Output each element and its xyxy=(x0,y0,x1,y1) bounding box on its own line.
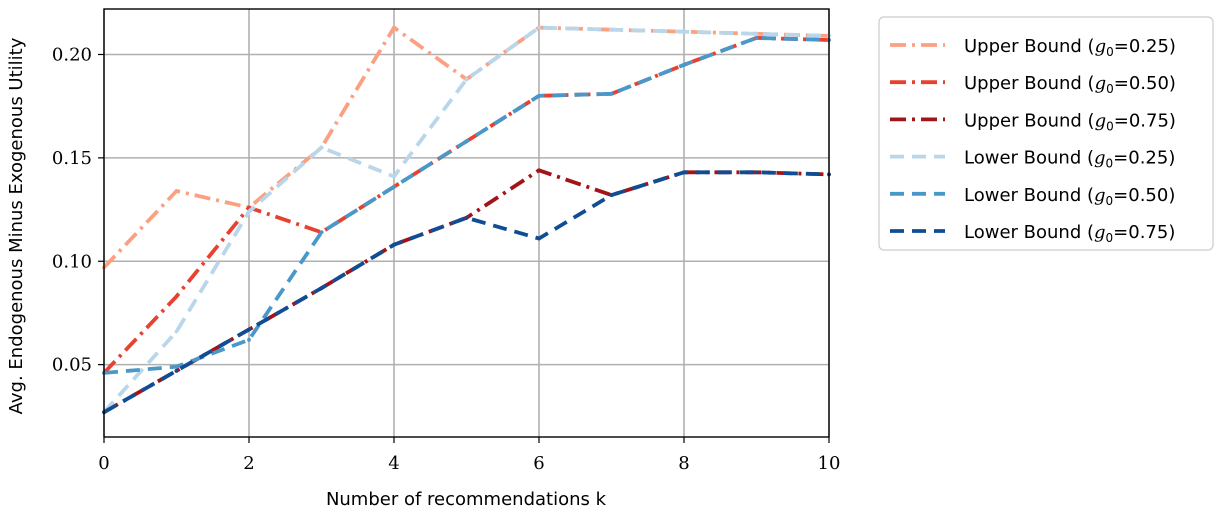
axis-ticks: 0 2 4 6 8 10 0.05 0.10 0.15 0.20 xyxy=(52,44,841,474)
legend-entry-1: Upper Bound (g0=0.25) xyxy=(964,36,1176,59)
data-point xyxy=(754,36,759,40)
data-point xyxy=(537,168,541,173)
data-point xyxy=(174,329,179,334)
data-point xyxy=(682,62,686,67)
data-point xyxy=(319,145,324,150)
y-axis-label: Avg. Endogenous Minus Exogenous Utility xyxy=(6,37,27,414)
data-point xyxy=(174,294,179,299)
series-line-3 xyxy=(103,168,830,414)
series-line-6 xyxy=(103,170,830,414)
series-lines xyxy=(102,25,831,415)
data-point xyxy=(609,193,614,197)
data-point xyxy=(464,139,469,144)
x-tick-label: 10 xyxy=(818,453,841,474)
y-tick-label: 0.15 xyxy=(52,148,92,169)
data-point xyxy=(247,337,251,342)
legend: Upper Bound (g0=0.25) Upper Bound (g0=0.5… xyxy=(878,16,1214,251)
y-tick-label: 0.10 xyxy=(52,251,92,272)
data-point xyxy=(247,327,251,332)
data-point xyxy=(609,27,614,32)
series-line-1 xyxy=(102,25,830,269)
x-axis-label: Number of recommendations k xyxy=(326,489,607,510)
legend-entry-4: Lower Bound (g0=0.25) xyxy=(964,148,1175,171)
series-line-2 xyxy=(102,36,830,375)
data-point xyxy=(174,364,179,369)
y-tick-label: 0.05 xyxy=(52,355,92,376)
x-tick-label: 4 xyxy=(388,453,399,474)
data-point xyxy=(392,242,396,247)
data-point xyxy=(682,29,686,34)
data-point xyxy=(537,236,541,241)
data-point xyxy=(392,174,396,179)
data-point xyxy=(174,368,179,373)
y-tick-label: 0.20 xyxy=(52,44,92,65)
legend-entry-2: Upper Bound (g0=0.50) xyxy=(964,73,1176,96)
data-point xyxy=(754,31,759,36)
legend-box xyxy=(878,16,1214,251)
series-line-5 xyxy=(103,36,830,375)
data-point xyxy=(247,209,251,214)
grid-lines xyxy=(103,9,830,437)
series-line-4 xyxy=(102,25,830,414)
legend-entry-6: Lower Bound (g0=0.75) xyxy=(964,222,1175,245)
data-point xyxy=(392,25,396,30)
x-tick-label: 8 xyxy=(678,453,689,474)
data-point xyxy=(319,286,324,291)
data-point xyxy=(319,230,324,235)
data-point xyxy=(392,184,396,189)
data-point xyxy=(174,189,179,193)
data-point xyxy=(609,91,614,96)
x-tick-label: 0 xyxy=(98,453,109,474)
x-tick-label: 2 xyxy=(243,453,254,474)
data-point xyxy=(537,93,541,98)
data-point xyxy=(464,215,469,220)
data-point xyxy=(464,77,469,82)
legend-entry-5: Lower Bound (g0=0.50) xyxy=(964,185,1175,208)
x-tick-label: 6 xyxy=(533,453,544,474)
data-point xyxy=(754,170,759,175)
plot-frame xyxy=(103,8,830,438)
data-point xyxy=(537,25,541,30)
data-point xyxy=(682,170,686,175)
legend-entry-3: Upper Bound (g0=0.75) xyxy=(964,110,1176,133)
